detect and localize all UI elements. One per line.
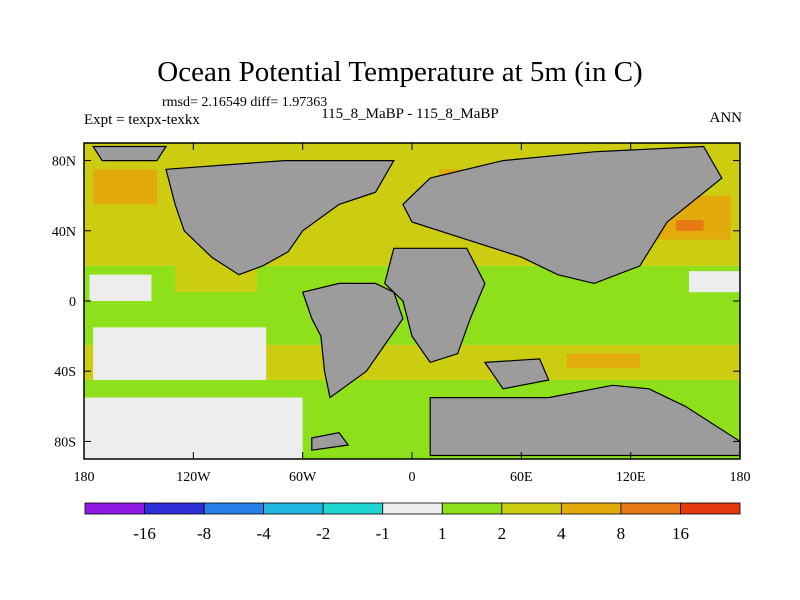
colorbar-swatch [84, 502, 145, 515]
colorbar-label: -16 [133, 524, 156, 543]
x-tick-label: 120W [176, 470, 211, 485]
x-tick-label: 0 [409, 470, 416, 485]
land-eurasia [402, 145, 723, 285]
colorbar: -16 -8 -4 -2 -1 1 2 4 8 16 [84, 502, 741, 543]
colorbar-label: 2 [498, 524, 507, 543]
land-australia [483, 358, 550, 390]
y-tick-label: 0 [69, 295, 76, 310]
land-layer [91, 145, 741, 457]
y-tick-label: 40N [52, 225, 76, 240]
colorbar-swatch [382, 502, 443, 515]
land-antarctica-east [429, 384, 741, 457]
white-equatorial-west [89, 274, 152, 301]
orange-north-atlantic [93, 169, 157, 205]
colorbar-label: -2 [316, 524, 330, 543]
colorbar-label: 8 [617, 524, 626, 543]
land-antarctica-west [311, 432, 350, 451]
x-tick-label: 120E [616, 470, 646, 485]
axis-ticks [83, 143, 741, 459]
colorbar-swatch [680, 502, 741, 515]
colorbar-swatch [620, 502, 681, 515]
stats-label: rmsd= 2.16549 diff= 1.97363 [162, 95, 328, 110]
x-tick-label: 60E [510, 470, 533, 485]
colorbar-label: -1 [376, 524, 390, 543]
colorbar-label: 1 [438, 524, 447, 543]
x-tick-label: 180 [74, 470, 95, 485]
y-tick-label: 40S [54, 365, 76, 380]
colorbar-swatch [322, 502, 384, 515]
experiment-label: Expt = texpx-texkx [84, 112, 200, 128]
land-arctic-west [91, 145, 168, 162]
land-north-america [165, 160, 395, 276]
colorbar-swatch [560, 502, 622, 515]
colorbar-swatch [203, 502, 265, 515]
colorbar-label: -4 [257, 524, 272, 543]
chart-title: Ocean Potential Temperature at 5m (in C) [157, 56, 643, 88]
colorbar-label: 4 [557, 524, 566, 543]
land-south-america [301, 282, 404, 399]
colorbar-swatch [263, 502, 324, 515]
colorbar-swatch [501, 502, 562, 515]
colorbar-swatch [441, 502, 503, 515]
x-tick-label: 60W [289, 470, 317, 485]
colorbar-swatch [144, 502, 205, 515]
hotspot-east [676, 220, 704, 231]
land-africa [384, 247, 486, 364]
y-tick-label: 80N [52, 155, 76, 170]
white-antarctic-shelf [84, 397, 303, 459]
colorbar-label: 16 [672, 524, 689, 543]
axis-labels: 180 120W 60W 0 60E 120E 180 80N 40N 0 40S 80S [52, 155, 751, 485]
white-south-pacific [93, 327, 267, 380]
white-east-pacific [688, 271, 740, 293]
orange-south-indian [566, 353, 640, 368]
season-label: ANN [709, 110, 743, 126]
y-tick-label: 80S [54, 435, 76, 450]
x-tick-label: 180 [730, 470, 751, 485]
colorbar-label: -8 [197, 524, 211, 543]
center-label: 115_8_MaBP - 115_8_MaBP [321, 106, 499, 122]
